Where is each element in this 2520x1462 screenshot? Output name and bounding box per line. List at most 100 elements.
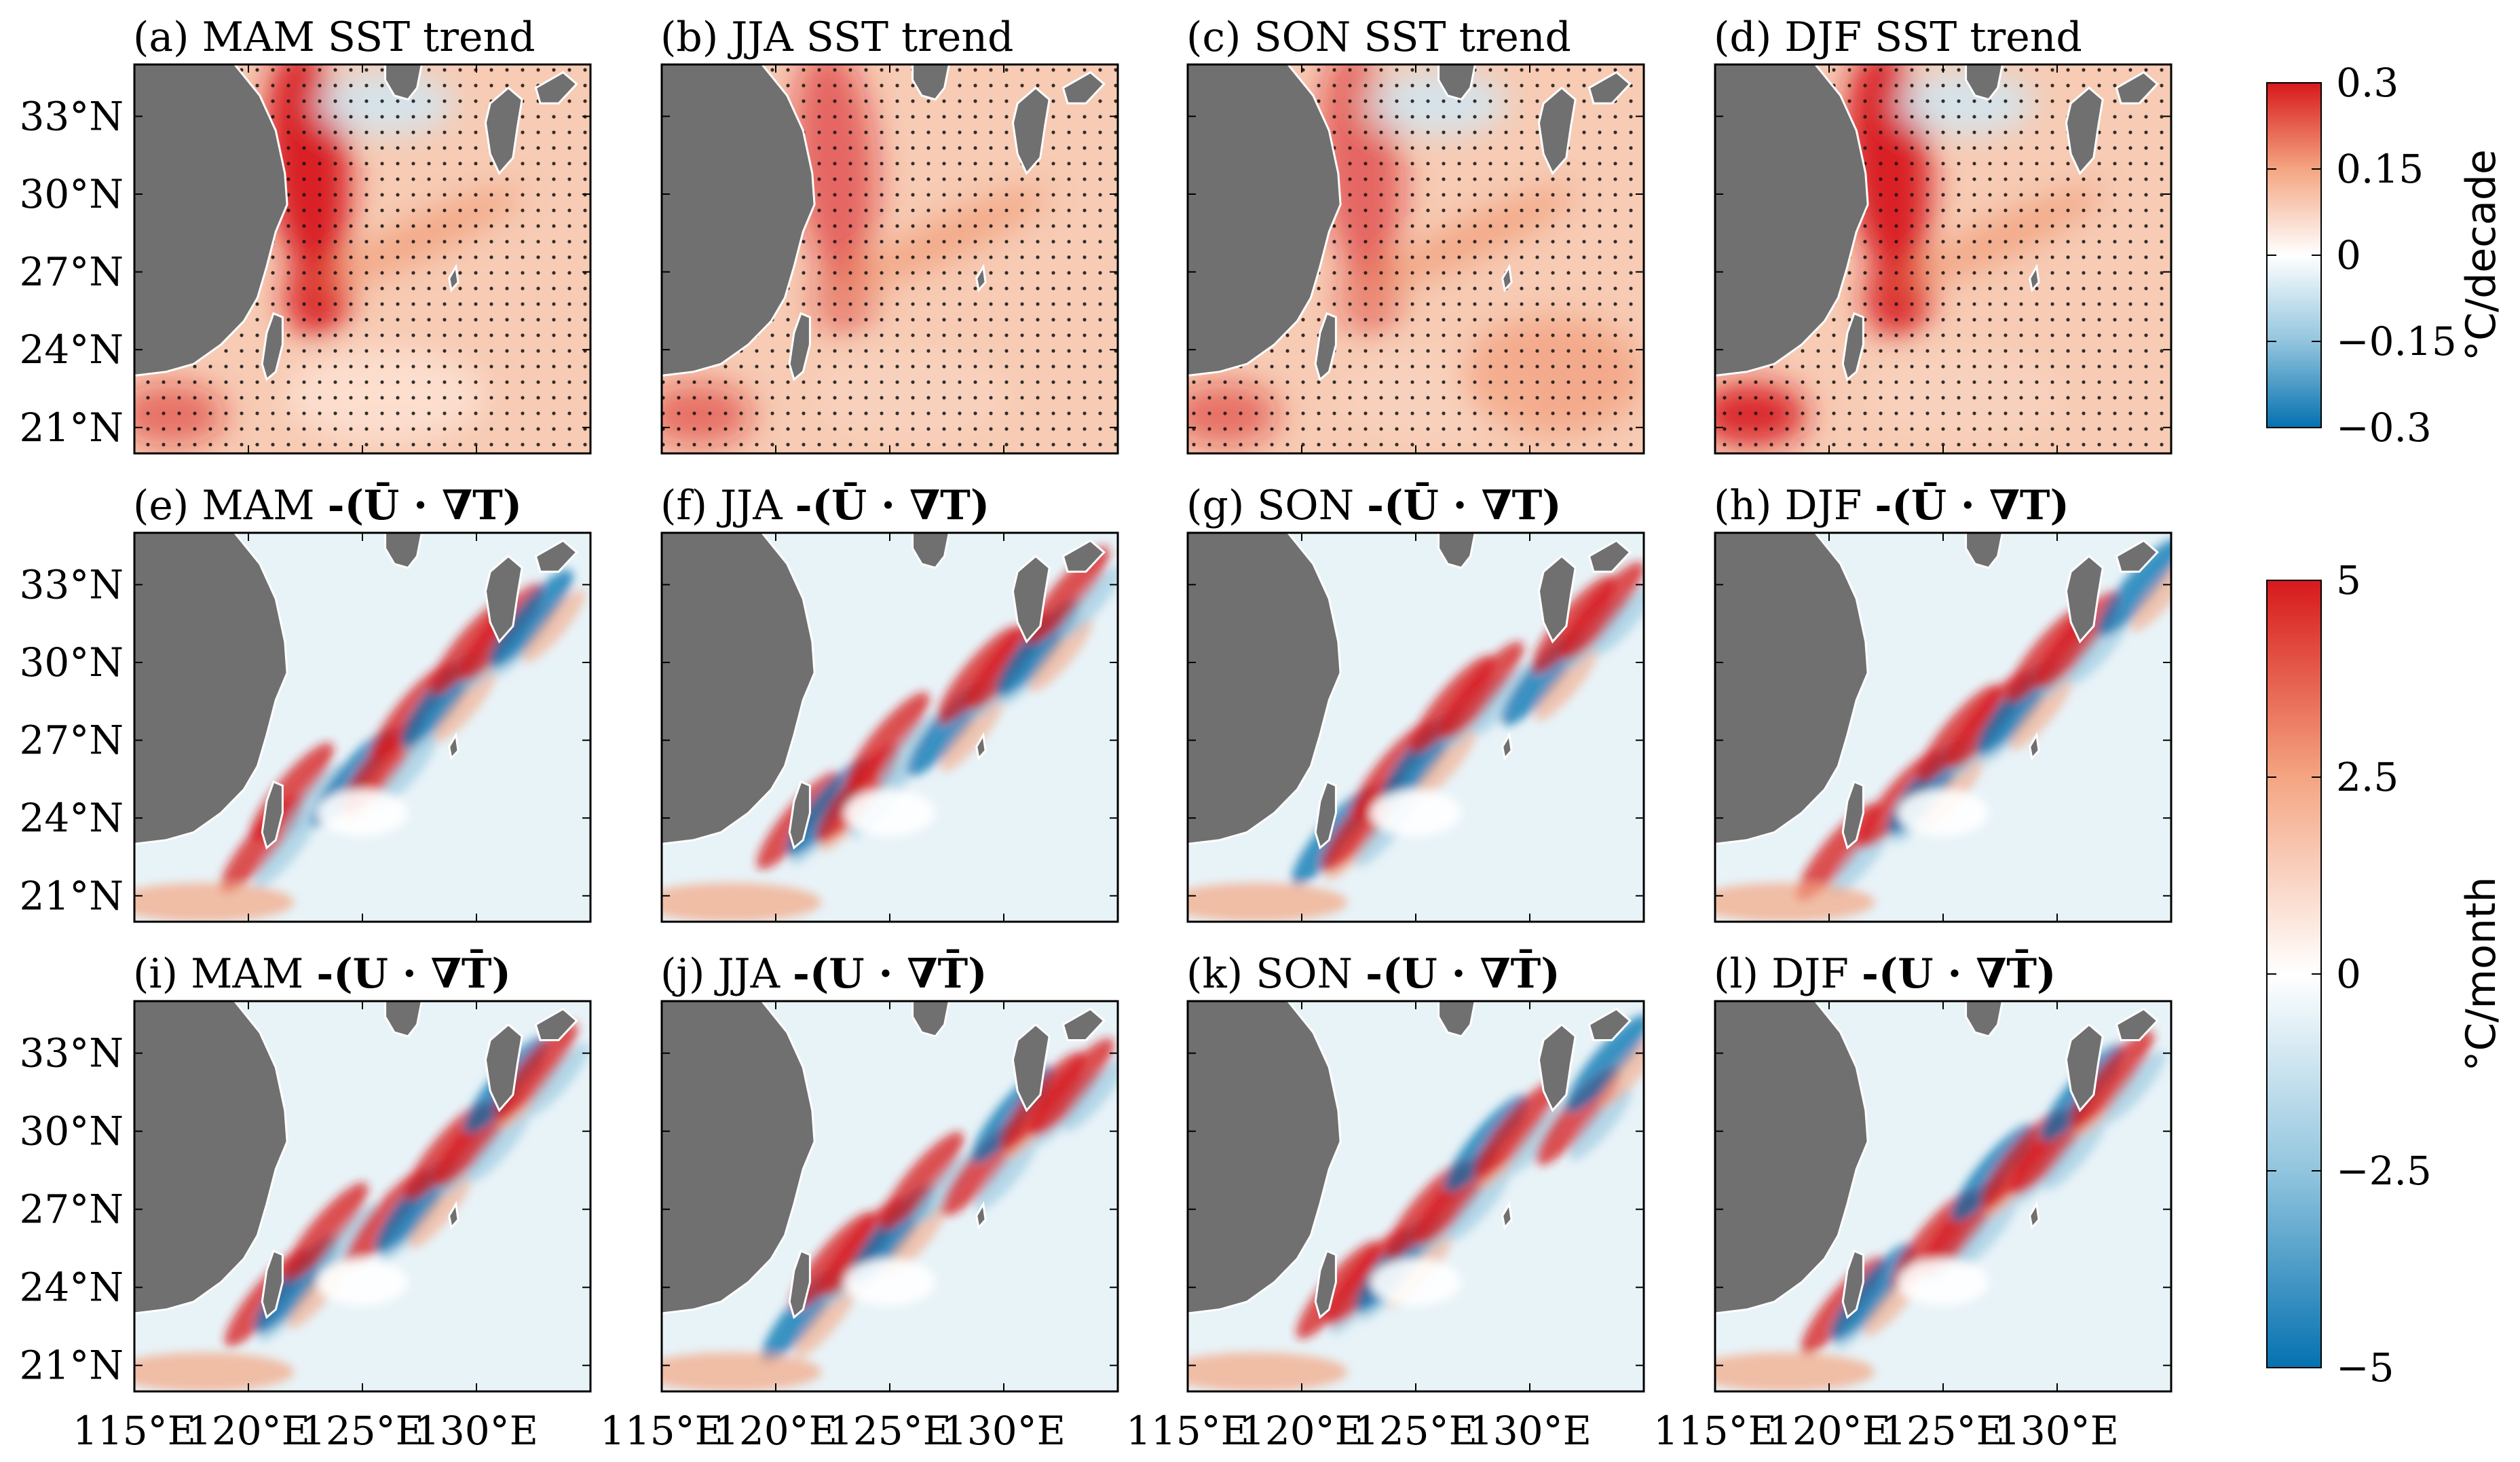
- panel-title: (l) DJF -(U · ∇T̄): [1714, 949, 2056, 998]
- panel-title: (g) SON -(Ū · ∇T): [1186, 482, 1562, 529]
- japan-land: [484, 86, 523, 176]
- panel-title: (c) SON SST trend: [1186, 14, 1571, 61]
- colorbar-tick-label: 0.15: [2336, 146, 2424, 192]
- lat-tick-label: 33°N: [19, 561, 124, 607]
- panel-title-prefix: (l) DJF: [1714, 950, 1862, 998]
- colorbar-tick-label: 2.5: [2336, 754, 2399, 800]
- korea-land: [911, 533, 950, 569]
- colorbar-tick-label: −0.15: [2336, 318, 2457, 364]
- japan-land-north: [1587, 1007, 1632, 1041]
- lon-tick-label: 120°E: [187, 1408, 310, 1454]
- lat-tick-label: 24°N: [19, 795, 124, 841]
- panel-title: (j) JJA -(U · ∇T̄): [660, 949, 988, 998]
- panel-title-term: -(Ū · ∇T): [795, 482, 990, 529]
- korea-land: [1437, 1001, 1476, 1038]
- lat-tick-label: 27°N: [19, 1186, 124, 1233]
- japan-land: [1537, 1023, 1577, 1112]
- taiwan-land: [1841, 312, 1864, 381]
- mainland-land: [134, 1001, 288, 1315]
- korea-land: [1437, 64, 1476, 101]
- mainland-land: [1715, 64, 1869, 377]
- map-panel-8: (i) MAM -(U · ∇T̄): [133, 949, 592, 1393]
- map-panel-5: (f) JJA -(Ū · ∇T): [660, 482, 1119, 923]
- panel-title: (a) MAM SST trend: [133, 14, 535, 61]
- advection-field: [1715, 1030, 2166, 1391]
- japan-land-north: [1587, 71, 1632, 105]
- island-land: [2029, 1201, 2040, 1230]
- map-panel-7: (h) DJF -(Ū · ∇T): [1714, 482, 2173, 923]
- lon-tick-label: 130°E: [942, 1408, 1066, 1454]
- japan-land: [1011, 86, 1051, 176]
- korea-land: [384, 64, 423, 101]
- panel-title: (e) MAM -(Ū · ∇T): [133, 482, 522, 529]
- mainland-land: [1188, 533, 1342, 845]
- taiwan-land: [788, 312, 811, 381]
- island-land: [448, 1201, 459, 1230]
- japan-land: [1537, 86, 1577, 176]
- panel-title-term: -(U · ∇T̄): [793, 949, 988, 998]
- colorbar-tick-label: 0: [2336, 951, 2361, 997]
- japan-land-north: [1061, 1007, 1106, 1041]
- colorbar-tick-label: 0.3: [2336, 60, 2399, 106]
- map-panel-0: (a) MAM SST trend: [133, 14, 592, 455]
- mainland-land: [1188, 64, 1342, 377]
- taiwan-land: [1841, 780, 1864, 850]
- colorbar-unit-label: °C/decade: [2458, 149, 2505, 361]
- colorbar-tick-label: 0: [2336, 232, 2361, 278]
- panel-title-term: -(Ū · ∇T): [1367, 482, 1562, 529]
- lon-tick-label: 115°E: [1653, 1408, 1777, 1454]
- panel-title-term: -(U · ∇T̄): [1862, 949, 2056, 998]
- lat-tick-label: 24°N: [19, 1264, 124, 1311]
- mainland-land: [662, 1001, 816, 1315]
- lat-tick-label: 33°N: [19, 1030, 124, 1076]
- mainland-land: [134, 533, 288, 845]
- colorbar-tick-label: −2.5: [2336, 1148, 2432, 1194]
- korea-land: [384, 1001, 423, 1038]
- lon-tick-label: 120°E: [1767, 1408, 1891, 1454]
- taiwan-land: [261, 780, 284, 850]
- lon-tick-label: 115°E: [73, 1408, 196, 1454]
- lat-tick-label: 30°N: [19, 639, 124, 686]
- lat-tick-label: 33°N: [19, 93, 124, 139]
- korea-land: [384, 533, 423, 569]
- panel-title-term: -(Ū · ∇T): [1875, 482, 2069, 529]
- taiwan-land: [1314, 780, 1337, 850]
- island-land: [975, 1201, 987, 1230]
- panel-title: (b) JJA SST trend: [660, 14, 1013, 61]
- colorbar-1: 5 2.5 0 −2.5 −5 °C/month: [2266, 557, 2505, 1391]
- panel-title-prefix: (h) DJF: [1714, 482, 1875, 529]
- panel-title-prefix: (k) SON: [1186, 950, 1366, 998]
- panel-title-prefix: (i) MAM: [133, 950, 316, 998]
- lon-tick-label: 125°E: [1354, 1408, 1478, 1454]
- lat-tick-label: 21°N: [19, 1343, 124, 1389]
- panel-title: (d) DJF SST trend: [1714, 14, 2082, 61]
- panel-title-prefix: (f) JJA: [660, 482, 795, 529]
- panel-title-prefix: (e) MAM: [133, 482, 328, 529]
- mainland-land: [134, 64, 288, 377]
- mainland-land: [1188, 1001, 1342, 1315]
- map-panel-10: (k) SON -(U · ∇T̄): [1186, 949, 1645, 1393]
- lon-tick-label: 130°E: [415, 1408, 538, 1454]
- lon-tick-label: 115°E: [1126, 1408, 1249, 1454]
- lon-tick-label: 120°E: [1240, 1408, 1364, 1454]
- map-panel-2: (c) SON SST trend: [1186, 14, 1645, 455]
- lon-tick-label: 130°E: [1995, 1408, 2119, 1454]
- colorbar-tick-label: −5: [2336, 1345, 2394, 1391]
- map-panel-4: (e) MAM -(Ū · ∇T): [133, 482, 592, 923]
- japan-land-north: [2115, 71, 2159, 105]
- korea-land: [911, 1001, 950, 1038]
- map-panel-6: (g) SON -(Ū · ∇T): [1186, 482, 1645, 923]
- japan-land: [1537, 555, 1577, 644]
- lat-tick-label: 30°N: [19, 171, 124, 217]
- panel-title-term: -(Ū · ∇T): [328, 482, 523, 529]
- japan-land: [1011, 1023, 1051, 1112]
- lat-tick-label: 30°N: [19, 1108, 124, 1155]
- advection-field: [662, 1038, 1118, 1391]
- map-panel-9: (j) JJA -(U · ∇T̄): [660, 949, 1119, 1393]
- colorbar-0: 0.3 0.15 0 −0.15 −0.3 °C/decade: [2266, 60, 2505, 451]
- japan-land-north: [534, 1007, 578, 1041]
- korea-land: [1965, 1001, 2004, 1038]
- taiwan-land: [1314, 1249, 1337, 1319]
- panel-title-term: -(U · ∇T̄): [316, 949, 511, 998]
